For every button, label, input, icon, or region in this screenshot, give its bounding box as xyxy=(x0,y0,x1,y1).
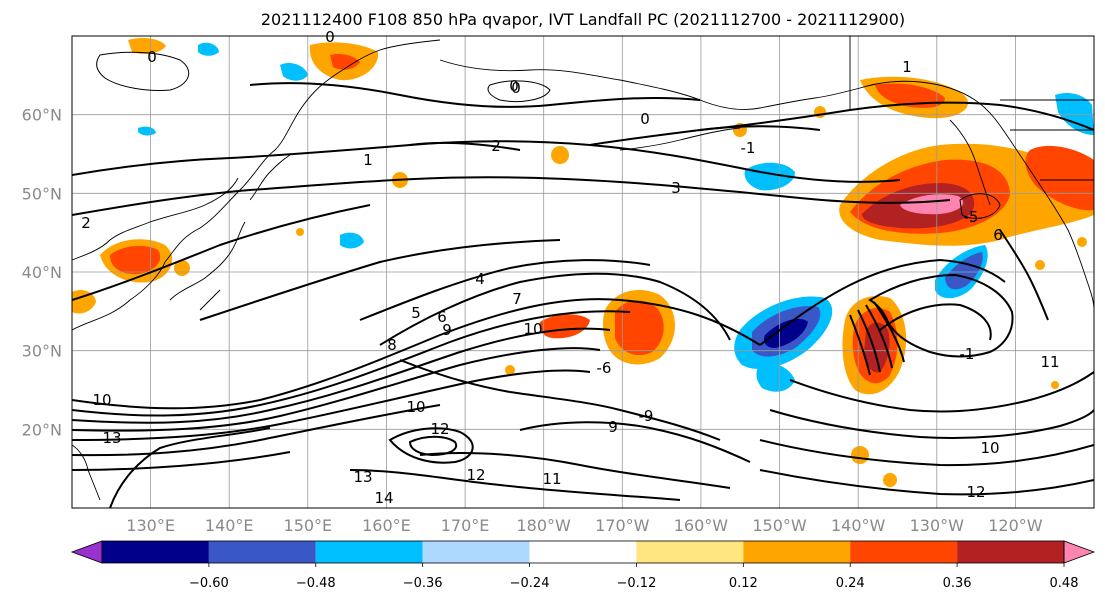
colorbar-segment xyxy=(850,541,958,563)
contour-label: 1 xyxy=(902,58,912,76)
lon-tick-label: 180°W xyxy=(517,516,572,535)
lon-tick-label: 140°W xyxy=(831,516,886,535)
lon-tick-label: 130°E xyxy=(126,516,175,535)
colorbar-extend-high xyxy=(1063,540,1096,564)
lat-tick-label: 30°N xyxy=(22,342,62,361)
positive-anomaly-asia xyxy=(72,38,379,314)
contour-label: 6 xyxy=(437,308,447,326)
contour-label: 9 xyxy=(608,418,618,436)
contour-label: 12 xyxy=(430,420,449,438)
contour-label: 1 xyxy=(363,151,373,169)
lat-tick-label: 60°N xyxy=(22,106,62,125)
colorbar-tick-label: −0.60 xyxy=(189,576,229,591)
lat-tick-label: 50°N xyxy=(22,184,62,203)
colorbar-tick-labels: −0.60 −0.48 −0.36 −0.24 −0.12 0.12 0.24 0.36 0.4… xyxy=(189,563,1079,591)
colorbar-tick-label: −0.24 xyxy=(510,576,550,591)
coastlines xyxy=(72,36,1094,501)
lat-tick-label: 20°N xyxy=(22,420,62,439)
contour-label: -1 xyxy=(960,345,975,363)
contour-label: -6 xyxy=(597,359,612,377)
lon-tick-label: 120°W xyxy=(988,516,1043,535)
colorbar-tick-label: −0.12 xyxy=(617,576,657,591)
contour-label: -5 xyxy=(964,208,979,226)
contour-label: 14 xyxy=(374,489,393,507)
lon-tick-label: 160°E xyxy=(362,516,411,535)
colorbar-segment xyxy=(636,541,744,563)
positive-anomaly-alaska xyxy=(839,76,1094,246)
colorbar-segment xyxy=(315,541,423,563)
colorbar-segment xyxy=(957,541,1064,563)
positive-anomaly-central-pacific xyxy=(539,290,675,365)
colorbar-segment xyxy=(529,541,637,563)
colorbar-frame xyxy=(101,540,1065,564)
contour-label: 9 xyxy=(442,321,452,339)
colorbar-tick-label: −0.36 xyxy=(403,576,443,591)
contour-label: 11 xyxy=(1040,353,1059,371)
lon-tick-label: 160°W xyxy=(674,516,729,535)
thin-contours xyxy=(96,51,1001,219)
lon-tick-label: 150°W xyxy=(752,516,807,535)
contour-label: 8 xyxy=(387,336,397,354)
contour-label: 12 xyxy=(466,466,485,484)
latitude-labels: 20°N 30°N 40°N 50°N 60°N xyxy=(22,106,62,440)
colorbar-extend-low xyxy=(70,540,103,564)
map-frame xyxy=(71,35,1095,509)
contour-label: 0 xyxy=(509,77,519,95)
colorbar-segment xyxy=(422,541,530,563)
contour-label: 10 xyxy=(92,391,111,409)
colorbar-segment xyxy=(743,541,851,563)
longitude-labels: 130°E 140°E 150°E 160°E 170°E 180°W 170°W 160°W… xyxy=(126,516,1042,535)
map-area xyxy=(72,36,1094,508)
contour-label: 3 xyxy=(671,179,681,197)
contour-label: 11 xyxy=(542,470,561,488)
colorbar-segment xyxy=(208,541,316,563)
ivt-contours xyxy=(72,82,1094,508)
contour-label: 2 xyxy=(81,214,91,232)
lon-tick-label: 140°E xyxy=(205,516,254,535)
figure-title: 2021112400 F108 850 hPa qvapor, IVT Land… xyxy=(261,10,905,29)
contour-label: -9 xyxy=(639,407,654,425)
contour-label: 13 xyxy=(353,468,372,486)
colorbar-segment xyxy=(102,541,209,563)
contour-label: 0 xyxy=(325,28,335,46)
contour-label: 0 xyxy=(511,79,521,97)
contour-label: 6 xyxy=(993,226,1003,244)
contour-label: 10 xyxy=(523,320,542,338)
contour-label: 4 xyxy=(475,270,485,288)
contour-label: 12 xyxy=(966,483,985,501)
lat-tick-label: 40°N xyxy=(22,263,62,282)
contour-label: 13 xyxy=(102,429,121,447)
colorbar-tick-label: −0.48 xyxy=(296,576,336,591)
colorbar-tick-label: 0.24 xyxy=(836,576,865,591)
colorbar xyxy=(70,540,1096,564)
colorbar-tick-label: 0.12 xyxy=(729,576,758,591)
contour-label: 7 xyxy=(512,290,522,308)
colorbar-tick-label: 0.36 xyxy=(943,576,972,591)
contour-label: 10 xyxy=(980,439,999,457)
lon-tick-label: 170°E xyxy=(441,516,490,535)
contour-label: 5 xyxy=(411,304,421,322)
colorbar-tick-label: 0.48 xyxy=(1050,576,1079,591)
contour-label: -1 xyxy=(741,139,756,157)
contour-label: 0 xyxy=(147,48,157,66)
lon-tick-label: 130°W xyxy=(910,516,965,535)
lon-tick-label: 150°E xyxy=(284,516,333,535)
contour-label: 10 xyxy=(406,398,425,416)
lon-tick-label: 170°W xyxy=(595,516,650,535)
contour-label: 0 xyxy=(640,110,650,128)
contour-label: 2 xyxy=(491,137,501,155)
